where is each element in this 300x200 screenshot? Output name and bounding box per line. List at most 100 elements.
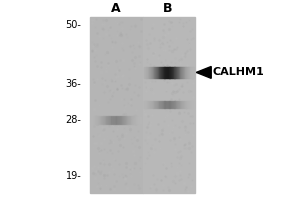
Bar bbox=[103, 116, 104, 124]
Bar bbox=[159, 67, 160, 78]
Bar bbox=[158, 101, 159, 108]
Bar bbox=[129, 116, 130, 124]
Text: 50-: 50- bbox=[65, 20, 81, 30]
Bar bbox=[91, 116, 92, 124]
Bar bbox=[181, 101, 182, 108]
Bar bbox=[186, 67, 187, 78]
Bar bbox=[175, 101, 176, 108]
Bar bbox=[166, 101, 167, 108]
Bar bbox=[110, 116, 111, 124]
Bar bbox=[172, 101, 173, 108]
Text: 28-: 28- bbox=[65, 115, 81, 125]
Bar bbox=[136, 116, 137, 124]
Bar bbox=[125, 116, 126, 124]
Bar bbox=[164, 67, 165, 78]
Bar bbox=[180, 67, 181, 78]
Bar bbox=[165, 67, 166, 78]
Text: B: B bbox=[163, 2, 173, 15]
Bar bbox=[111, 116, 112, 124]
Bar bbox=[108, 116, 109, 124]
Bar bbox=[156, 101, 157, 108]
Bar bbox=[184, 67, 185, 78]
Bar bbox=[140, 116, 141, 124]
Bar bbox=[148, 101, 149, 108]
Bar bbox=[118, 116, 119, 124]
Bar bbox=[185, 67, 186, 78]
Bar bbox=[119, 116, 120, 124]
Bar bbox=[167, 101, 168, 108]
Bar bbox=[157, 101, 158, 108]
Bar bbox=[185, 101, 186, 108]
Bar bbox=[175, 101, 176, 108]
Bar bbox=[152, 67, 153, 78]
Text: 19-: 19- bbox=[66, 171, 81, 181]
Bar bbox=[153, 67, 154, 78]
Bar bbox=[134, 116, 135, 124]
Bar bbox=[172, 67, 173, 78]
Bar bbox=[162, 101, 163, 108]
Bar bbox=[132, 116, 133, 124]
Bar bbox=[100, 116, 101, 124]
Bar bbox=[178, 101, 179, 108]
Bar bbox=[181, 67, 182, 78]
Bar bbox=[175, 67, 176, 78]
Bar bbox=[149, 101, 150, 108]
Bar bbox=[145, 67, 146, 78]
Bar bbox=[139, 116, 140, 124]
Bar bbox=[182, 101, 183, 108]
Bar bbox=[189, 101, 190, 108]
Bar bbox=[169, 67, 170, 78]
Bar bbox=[142, 17, 195, 193]
Bar bbox=[138, 116, 139, 124]
Bar bbox=[156, 67, 157, 78]
Bar bbox=[161, 67, 162, 78]
Bar bbox=[164, 101, 165, 108]
Bar bbox=[158, 67, 159, 78]
Bar bbox=[165, 101, 166, 108]
Bar bbox=[131, 116, 132, 124]
Bar bbox=[160, 101, 161, 108]
Bar bbox=[105, 116, 106, 124]
Bar bbox=[192, 67, 193, 78]
Bar bbox=[121, 116, 122, 124]
Bar bbox=[177, 67, 178, 78]
Bar bbox=[141, 116, 142, 124]
Bar bbox=[144, 67, 145, 78]
Bar bbox=[190, 67, 191, 78]
Bar bbox=[146, 101, 147, 108]
Bar bbox=[179, 101, 180, 108]
Bar bbox=[93, 116, 94, 124]
Bar bbox=[168, 67, 169, 78]
Bar bbox=[102, 116, 103, 124]
Bar bbox=[127, 116, 128, 124]
Bar bbox=[193, 67, 194, 78]
Bar bbox=[155, 101, 156, 108]
Bar bbox=[176, 101, 177, 108]
Bar bbox=[192, 101, 193, 108]
Bar bbox=[149, 67, 150, 78]
Bar bbox=[99, 116, 100, 124]
Bar bbox=[107, 116, 108, 124]
Bar bbox=[94, 116, 95, 124]
Bar bbox=[150, 101, 151, 108]
Bar bbox=[169, 101, 170, 108]
Bar bbox=[110, 116, 111, 124]
Bar bbox=[150, 67, 151, 78]
Bar bbox=[167, 67, 168, 78]
Bar bbox=[168, 101, 169, 108]
Bar bbox=[101, 116, 102, 124]
Bar bbox=[122, 116, 123, 124]
Bar bbox=[115, 116, 116, 124]
Bar bbox=[113, 116, 114, 124]
Bar bbox=[187, 67, 188, 78]
Bar bbox=[144, 101, 145, 108]
Bar bbox=[100, 116, 101, 124]
Bar bbox=[180, 101, 181, 108]
Bar bbox=[112, 116, 113, 124]
Bar bbox=[97, 116, 98, 124]
Bar bbox=[178, 67, 179, 78]
Bar bbox=[170, 67, 171, 78]
Polygon shape bbox=[196, 66, 211, 78]
Bar bbox=[183, 101, 184, 108]
Bar bbox=[154, 67, 155, 78]
